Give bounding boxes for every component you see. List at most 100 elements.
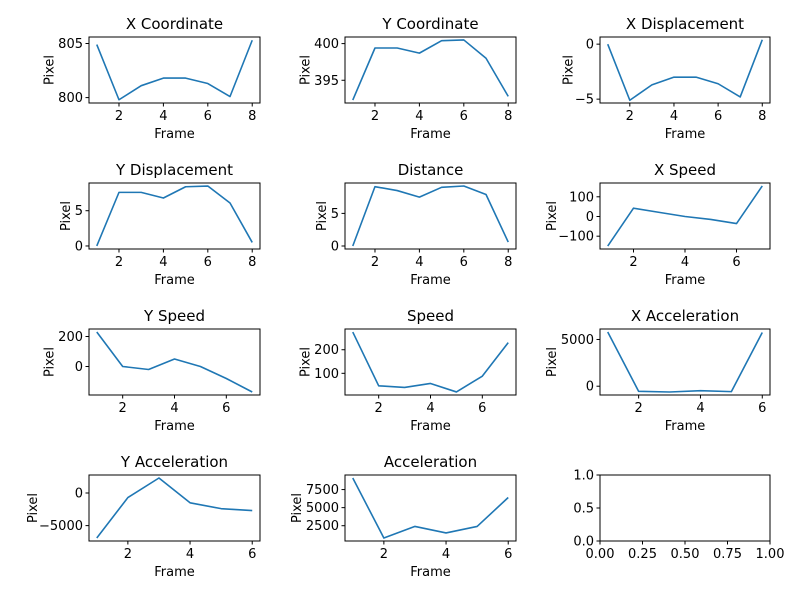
y-tick-label: −100: [558, 230, 594, 245]
y-axis-label: Pixel: [26, 493, 41, 523]
series-line: [352, 39, 509, 101]
y-tick-label: 100: [314, 367, 339, 382]
x-axis-label: Frame: [410, 127, 451, 142]
y-tick-label: 400: [314, 37, 339, 52]
axes-frame: [88, 474, 261, 542]
y-tick-label: 5000: [561, 333, 594, 348]
x-tick-label: 2: [634, 401, 642, 416]
axes-frame: [599, 328, 771, 396]
x-axis-label: Frame: [665, 127, 706, 142]
y-tick-label: 0: [586, 210, 594, 225]
x-tick-label: 4: [159, 109, 167, 124]
subplot-title: Speed: [407, 307, 454, 325]
series-line: [96, 185, 253, 247]
y-tick-label: 0: [75, 487, 83, 502]
x-tick-label: 0.25: [628, 547, 657, 562]
x-axis-label: Frame: [154, 565, 195, 580]
x-tick-label: 2: [375, 401, 383, 416]
subplot-title: Y Coordinate: [381, 15, 478, 33]
x-axis-label: Frame: [154, 419, 195, 434]
subplot-title: X Coordinate: [126, 15, 223, 33]
y-tick-label: 0.0: [573, 535, 594, 550]
subplot-9: 2 4 6 0 5000 X Acceleration Frame Pixel: [545, 307, 771, 434]
x-tick-label: 6: [204, 109, 212, 124]
y-axis-label: Pixel: [298, 55, 313, 85]
y-axis-label: Pixel: [545, 201, 560, 231]
series-line: [607, 331, 763, 393]
y-tick-label: 5: [75, 204, 83, 219]
y-tick-label: 5: [331, 207, 339, 222]
x-tick-label: 4: [696, 401, 704, 416]
x-axis-label: Frame: [154, 127, 195, 142]
subplot-10: 2 4 6 −5000 0 Y Acceleration Frame Pixel: [26, 453, 261, 580]
subplot-7: 2 4 6 0 200 Y Speed Frame Pixel: [42, 307, 261, 434]
y-axis-label: Pixel: [545, 347, 560, 377]
y-tick-label: 805: [58, 37, 83, 52]
x-tick-label: 8: [248, 255, 256, 270]
x-tick-label: 4: [415, 109, 423, 124]
x-tick-label: 0.75: [713, 547, 742, 562]
y-tick-label: −5: [575, 93, 594, 108]
x-tick-label: 4: [159, 255, 167, 270]
x-tick-label: 8: [504, 109, 512, 124]
series-line: [607, 185, 763, 247]
subplot-11: 2 4 6 2500 5000 7500 Acceleration Frame Pixel: [290, 453, 517, 580]
x-tick-label: 4: [670, 109, 678, 124]
x-axis-label: Frame: [154, 273, 195, 288]
series-line: [352, 331, 509, 393]
x-axis-label: Frame: [410, 419, 451, 434]
x-tick-label: 6: [758, 401, 766, 416]
x-tick-label: 6: [478, 401, 486, 416]
x-tick-label: 6: [504, 547, 512, 562]
axes-frame: [599, 36, 771, 104]
y-axis-label: Pixel: [562, 55, 577, 85]
x-tick-label: 2: [115, 109, 123, 124]
y-axis-label: Pixel: [59, 201, 74, 231]
x-tick-label: 4: [415, 255, 423, 270]
x-axis-label: Frame: [665, 273, 706, 288]
axes-frame: [344, 474, 517, 542]
axes-frame: [88, 328, 261, 396]
subplot-4: 2 4 6 8 0 5 Y Displacement Frame Pixel: [59, 161, 261, 288]
subplot-title: Acceleration: [384, 453, 477, 471]
axes-frame: [344, 182, 517, 250]
y-tick-label: 0: [75, 239, 83, 254]
x-tick-label: 2: [119, 401, 127, 416]
y-axis-label: Pixel: [42, 55, 57, 85]
x-tick-label: 2: [380, 547, 388, 562]
x-tick-label: 6: [204, 255, 212, 270]
axes-frame: [344, 328, 517, 396]
y-tick-label: 0: [331, 240, 339, 255]
x-tick-label: 0.50: [671, 547, 700, 562]
series-line: [96, 39, 253, 101]
axes-frame: [599, 474, 771, 542]
subplot-5: 2 4 6 8 0 5 Distance Frame Pixel: [315, 161, 517, 288]
x-tick-label: 8: [248, 109, 256, 124]
y-axis-label: Pixel: [298, 347, 313, 377]
y-tick-label: 5000: [306, 501, 339, 516]
y-tick-label: 1.0: [573, 469, 594, 484]
x-tick-label: 1.00: [756, 547, 785, 562]
x-tick-label: 4: [681, 255, 689, 270]
x-tick-label: 6: [222, 401, 230, 416]
series-line: [96, 331, 253, 393]
x-tick-label: 4: [186, 547, 194, 562]
x-tick-label: 6: [732, 255, 740, 270]
series-line: [352, 185, 509, 247]
axes-frame: [88, 182, 261, 250]
x-tick-label: 4: [442, 547, 450, 562]
subplot-1: 2 4 6 8 800 805 X Coordinate Frame Pixel: [42, 15, 261, 142]
y-tick-label: 0.5: [573, 502, 594, 517]
y-tick-label: −5000: [39, 519, 83, 534]
x-tick-label: 2: [371, 255, 379, 270]
series-line: [606, 39, 764, 102]
x-tick-label: 4: [170, 401, 178, 416]
x-tick-label: 8: [758, 109, 766, 124]
x-tick-label: 6: [460, 109, 468, 124]
y-tick-label: 2500: [306, 519, 339, 534]
y-tick-label: 200: [58, 330, 83, 345]
x-tick-label: 2: [371, 109, 379, 124]
y-tick-label: 200: [314, 343, 339, 358]
x-axis-label: Frame: [410, 273, 451, 288]
